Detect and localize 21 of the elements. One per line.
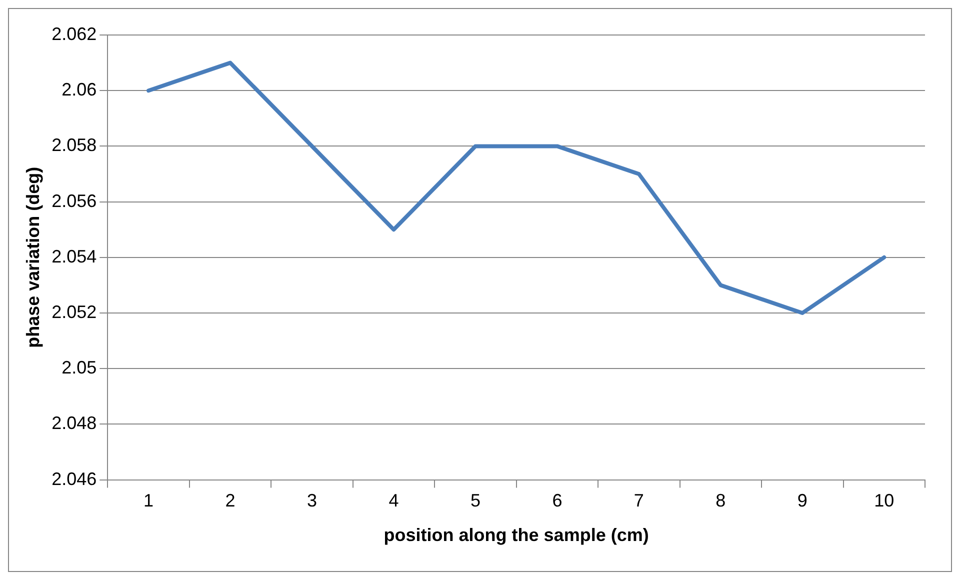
y-axis-title: phase variation (deg): [22, 166, 43, 348]
y-tick-label: 2.062: [52, 24, 97, 44]
x-tick-label: 3: [306, 490, 317, 511]
y-tick-label: 2.046: [52, 468, 97, 489]
y-tick-label: 2.054: [52, 246, 97, 266]
y-tick-label: 2.058: [52, 135, 97, 156]
y-tick-label: 2.052: [52, 302, 97, 322]
x-tick-label: 8: [716, 490, 726, 511]
x-tick-label: 7: [634, 490, 644, 511]
x-tick-label: 5: [470, 490, 480, 511]
x-tick-label: 1: [144, 490, 154, 511]
x-axis-title: position along the sample (cm): [384, 525, 649, 546]
x-tick-label: 9: [797, 490, 808, 511]
x-tick-label: 6: [552, 490, 562, 511]
y-tick-label: 2.06: [62, 80, 97, 100]
y-tick-label: 2.056: [52, 190, 97, 211]
x-tick-label: 4: [388, 490, 399, 511]
y-tick-label: 2.05: [62, 358, 97, 378]
x-tick-label: 2: [225, 490, 236, 511]
x-tick-label: 10: [874, 490, 894, 511]
y-tick-label: 2.048: [52, 413, 97, 434]
